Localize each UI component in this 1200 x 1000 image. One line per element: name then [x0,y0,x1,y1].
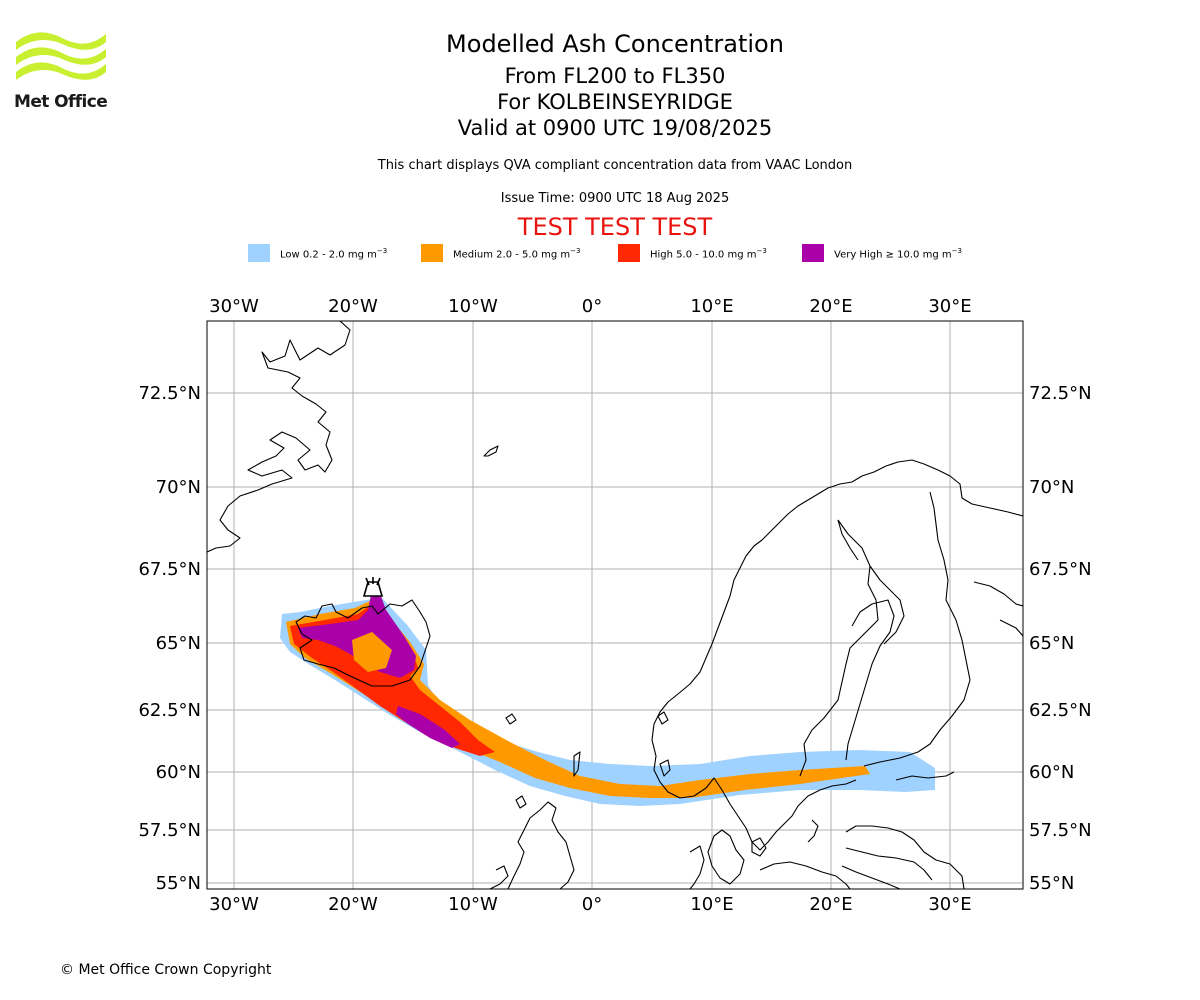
lat-tick-left-4: 62.5°N [138,700,201,721]
lon-tick-top-1: 20°W [328,296,378,317]
lat-tick-right-3: 65°N [1029,633,1074,654]
lat-tick-right-2: 67.5°N [1029,559,1092,580]
lat-tick-right-5: 60°N [1029,762,1074,783]
met-office-logo: Met Office [14,30,108,114]
volcano-icon [362,577,384,597]
lat-tick-left-6: 57.5°N [138,820,201,841]
coastline-greenland [207,321,351,553]
lon-tick-bottom-1: 20°W [328,894,378,915]
met-office-waves-icon [16,32,106,80]
chart-description: This chart displays QVA compliant concen… [377,158,853,173]
lon-tick-top-5: 20°E [809,296,852,317]
lat-tick-right-6: 57.5°N [1029,820,1092,841]
lon-ticks-top: 30°W 20°W 10°W 0° 10°E 20°E 30°E [209,296,971,317]
lon-tick-top-4: 10°E [690,296,733,317]
test-banner: TEST TEST TEST [517,213,713,241]
valid-time: Valid at 0900 UTC 19/08/2025 [457,116,773,140]
issue-time: Issue Time: 0900 UTC 18 Aug 2025 [500,191,730,206]
lon-tick-top-6: 30°E [928,296,971,317]
coastline-denmark [707,829,745,885]
coastlines [207,321,1023,889]
lon-tick-bottom-2: 10°W [448,894,498,915]
lon-tick-top-3: 0° [582,296,602,317]
coastline-uk [539,801,575,889]
lon-tick-bottom-6: 30°E [928,894,971,915]
lon-ticks-bottom: 30°W 20°W 10°W 0° 10°E 20°E 30°E [209,894,971,915]
lat-tick-right-0: 72.5°N [1029,383,1092,404]
lat-tick-right-1: 70°N [1029,477,1074,498]
lon-tick-bottom-5: 20°E [809,894,852,915]
legend-label-high: High 5.0 - 10.0 mg m [650,249,757,261]
lon-tick-top-0: 30°W [209,296,259,317]
legend-swatch-high [618,244,640,262]
flight-levels: From FL200 to FL350 [504,64,726,88]
lat-tick-left-3: 65°N [156,633,201,654]
lon-tick-bottom-3: 0° [582,894,602,915]
legend-label-very-high: Very High ≥ 10.0 mg m [834,249,952,261]
lon-tick-top-2: 10°W [448,296,498,317]
lat-ticks-left: 72.5°N 70°N 67.5°N 65°N 62.5°N 60°N 57.5… [138,383,201,894]
lat-tick-left-7: 55°N [156,873,201,894]
coastline-iceland [295,599,431,687]
ash-layer-medium-inner [352,632,392,672]
legend-swatch-medium [421,244,443,262]
lat-tick-right-7: 55°N [1029,873,1074,894]
chart-title: Modelled Ash Concentration [446,30,784,58]
legend-label-medium: Medium 2.0 - 5.0 mg m [453,249,571,261]
logo-text: Met Office [14,92,108,112]
copyright-notice: © Met Office Crown Copyright [60,962,272,978]
legend-label-low: Low 0.2 - 2.0 mg m [280,249,377,261]
coastline-jan-mayen [483,445,499,457]
legend-swatch-very-high [802,244,824,262]
lat-tick-left-1: 70°N [156,477,201,498]
lat-ticks-right: 72.5°N 70°N 67.5°N 65°N 62.5°N 60°N 57.5… [1029,383,1092,894]
lon-tick-bottom-0: 30°W [209,894,259,915]
volcano-name: For KOLBEINSEYRIDGE [497,90,733,114]
lat-tick-left-0: 72.5°N [138,383,201,404]
lat-tick-left-5: 60°N [156,762,201,783]
lon-tick-bottom-4: 10°E [690,894,733,915]
coastline-scandinavia [745,459,1023,557]
legend-swatch-low [248,244,270,262]
lat-tick-right-4: 62.5°N [1029,700,1092,721]
map-frame [206,320,1024,890]
lat-tick-left-2: 67.5°N [138,559,201,580]
